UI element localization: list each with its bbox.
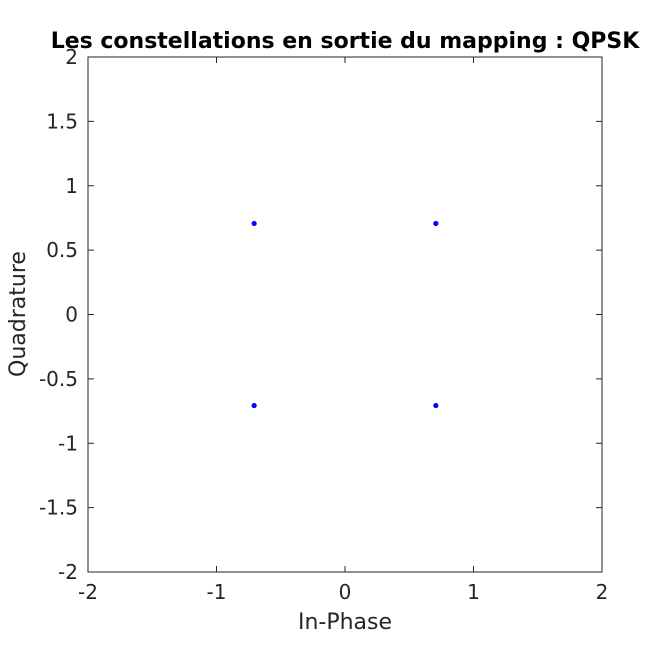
data-points — [251, 220, 439, 409]
y-tick-label: 2 — [65, 45, 78, 69]
y-tick-label: 0.5 — [46, 238, 78, 262]
constellation-point — [433, 402, 439, 409]
chart-title: Les constellations en sortie du mapping … — [51, 29, 641, 54]
x-tick-label: 2 — [596, 580, 609, 604]
y-tick-label: 1.5 — [46, 109, 78, 133]
y-tick-label: -1 — [58, 431, 78, 455]
x-tick-label: -2 — [78, 580, 98, 604]
y-tick-label: -1.5 — [39, 496, 78, 520]
x-axis: -2 -1 0 1 2 — [78, 57, 608, 604]
constellation-point — [251, 220, 257, 227]
plot-frame — [87, 56, 603, 573]
y-tick-label: -2 — [58, 560, 78, 584]
x-tick-label: -1 — [207, 580, 227, 604]
y-axis-label: Quadrature — [6, 251, 31, 377]
constellation-point — [251, 402, 257, 409]
constellation-point — [433, 220, 439, 227]
y-tick-label: 1 — [65, 174, 78, 198]
x-axis-label: In-Phase — [298, 610, 392, 635]
y-tick-label: -0.5 — [39, 367, 78, 391]
plot-area — [88, 57, 602, 572]
x-tick-label: 0 — [339, 580, 352, 604]
y-tick-label: 0 — [65, 303, 78, 327]
x-tick-label: 1 — [467, 580, 480, 604]
